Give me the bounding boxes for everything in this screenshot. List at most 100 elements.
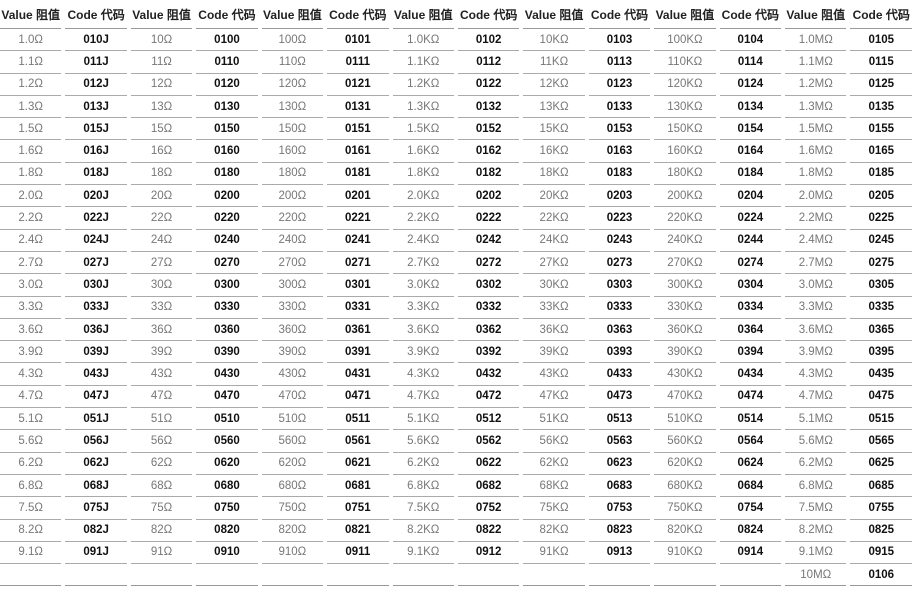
code-cell: 0471 bbox=[327, 386, 389, 409]
value-cell: 43Ω bbox=[130, 363, 193, 386]
value-cell: 150KΩ bbox=[654, 118, 716, 141]
value-cell: 6.8MΩ bbox=[785, 475, 847, 498]
value-cell: 2.0MΩ bbox=[785, 185, 847, 208]
code-cell: 0244 bbox=[719, 230, 782, 252]
value-cell: 820KΩ bbox=[654, 520, 716, 542]
code-cell: 091J bbox=[65, 542, 127, 565]
code-cell: 047J bbox=[65, 386, 127, 409]
value-cell: 560KΩ bbox=[654, 430, 716, 453]
table-row: 4.7Ω 047J 47Ω 0470 470Ω 0471 4.7KΩ 0472 47KΩ 0473… bbox=[0, 386, 912, 409]
code-cell: 0911 bbox=[327, 542, 389, 565]
code-cell: 0755 bbox=[850, 497, 912, 520]
code-cell: 0751 bbox=[327, 497, 389, 520]
value-cell: 1.6MΩ bbox=[785, 140, 847, 163]
value-cell: 33Ω bbox=[130, 297, 193, 319]
code-cell: 0824 bbox=[719, 520, 782, 542]
value-cell: 510KΩ bbox=[654, 408, 716, 431]
table-row: 1.2Ω 012J 12Ω 0120 120Ω 0121 1.2KΩ 0122 12KΩ 0123… bbox=[0, 74, 912, 96]
code-cell: 0106 bbox=[850, 564, 912, 587]
value-cell: 240Ω bbox=[261, 230, 324, 252]
code-cell: 0271 bbox=[327, 252, 389, 275]
value-cell: 4.7Ω bbox=[0, 386, 62, 409]
code-cell: 0221 bbox=[327, 207, 389, 230]
table-row: 6.2Ω 062J 62Ω 0620 620Ω 0621 6.2KΩ 0622 62KΩ 0623… bbox=[0, 453, 912, 475]
code-cell: 0122 bbox=[457, 74, 520, 96]
value-column-header: Value 阻值 bbox=[785, 0, 847, 29]
value-cell: 360Ω bbox=[261, 319, 324, 342]
code-cell: 056J bbox=[65, 430, 127, 453]
code-cell: 0120 bbox=[196, 74, 258, 96]
value-cell: 160Ω bbox=[261, 140, 324, 163]
value-cell: 100KΩ bbox=[654, 29, 716, 52]
code-cell: 0241 bbox=[327, 230, 389, 252]
code-cell: 0181 bbox=[327, 163, 389, 186]
value-column-header: Value 阻值 bbox=[130, 0, 193, 29]
code-cell: 0180 bbox=[196, 163, 258, 186]
value-cell: 1.8Ω bbox=[0, 163, 62, 186]
code-cell: 0364 bbox=[719, 319, 782, 342]
code-cell: 0565 bbox=[850, 430, 912, 453]
code-cell: 0363 bbox=[588, 319, 651, 342]
value-cell: 200Ω bbox=[261, 185, 324, 208]
value-cell: 560Ω bbox=[261, 430, 324, 453]
value-cell: 2.2KΩ bbox=[392, 207, 454, 230]
code-cell: 0681 bbox=[327, 475, 389, 498]
value-cell bbox=[392, 564, 454, 587]
code-cell: 0684 bbox=[719, 475, 782, 498]
value-cell: 3.9Ω bbox=[0, 341, 62, 364]
value-cell: 1.8KΩ bbox=[392, 163, 454, 186]
value-cell: 3.3Ω bbox=[0, 297, 62, 319]
value-cell: 8.2Ω bbox=[0, 520, 62, 542]
code-cell: 0360 bbox=[196, 319, 258, 342]
code-cell: 0274 bbox=[719, 252, 782, 275]
header-row: Value 阻值 Code 代码 Value 阻值 Code 代码 Value 阻值 Co… bbox=[0, 0, 912, 29]
value-cell: 22KΩ bbox=[523, 207, 585, 230]
value-cell: 470Ω bbox=[261, 386, 324, 409]
table-row: 3.9Ω 039J 39Ω 0390 390Ω 0391 3.9KΩ 0392 39KΩ 0393… bbox=[0, 341, 912, 364]
value-cell: 12Ω bbox=[130, 74, 193, 96]
table-row: 1.3Ω 013J 13Ω 0130 130Ω 0131 1.3KΩ 0132 13KΩ 0133… bbox=[0, 96, 912, 119]
value-cell: 2.7Ω bbox=[0, 252, 62, 275]
value-cell: 39Ω bbox=[130, 341, 193, 364]
value-cell: 4.3Ω bbox=[0, 363, 62, 386]
code-column-header: Code 代码 bbox=[65, 0, 127, 29]
code-cell bbox=[65, 564, 127, 587]
code-cell: 0910 bbox=[196, 542, 258, 565]
code-cell: 0151 bbox=[327, 118, 389, 141]
code-cell: 0115 bbox=[850, 51, 912, 74]
code-cell: 0391 bbox=[327, 341, 389, 364]
code-column-header: Code 代码 bbox=[588, 0, 651, 29]
value-cell: 6.8KΩ bbox=[392, 475, 454, 498]
value-cell: 180KΩ bbox=[654, 163, 716, 186]
code-cell: 0224 bbox=[719, 207, 782, 230]
code-cell: 0301 bbox=[327, 274, 389, 297]
value-cell: 6.2KΩ bbox=[392, 453, 454, 475]
code-cell: 0752 bbox=[457, 497, 520, 520]
value-cell: 1.0MΩ bbox=[785, 29, 847, 52]
code-cell: 0104 bbox=[719, 29, 782, 52]
value-cell: 3.6Ω bbox=[0, 319, 62, 342]
code-cell: 0164 bbox=[719, 140, 782, 163]
value-cell: 10KΩ bbox=[523, 29, 585, 52]
code-cell: 0821 bbox=[327, 520, 389, 542]
value-cell: 9.1MΩ bbox=[785, 542, 847, 565]
value-cell: 120Ω bbox=[261, 74, 324, 96]
code-cell: 0331 bbox=[327, 297, 389, 319]
code-cell: 0393 bbox=[588, 341, 651, 364]
code-cell: 0390 bbox=[196, 341, 258, 364]
value-cell: 4.7KΩ bbox=[392, 386, 454, 409]
value-cell: 24KΩ bbox=[523, 230, 585, 252]
code-cell: 011J bbox=[65, 51, 127, 74]
value-cell: 1.0KΩ bbox=[392, 29, 454, 52]
value-cell: 10Ω bbox=[130, 29, 193, 52]
value-cell: 7.5Ω bbox=[0, 497, 62, 520]
value-cell: 56Ω bbox=[130, 430, 193, 453]
value-cell: 2.2Ω bbox=[0, 207, 62, 230]
value-cell: 4.3KΩ bbox=[392, 363, 454, 386]
value-cell: 27KΩ bbox=[523, 252, 585, 275]
table-row: 1.0Ω 010J 10Ω 0100 100Ω 0101 1.0KΩ 0102 10KΩ 0103… bbox=[0, 29, 912, 52]
code-cell: 0562 bbox=[457, 430, 520, 453]
value-cell: 5.6Ω bbox=[0, 430, 62, 453]
code-cell: 0162 bbox=[457, 140, 520, 163]
